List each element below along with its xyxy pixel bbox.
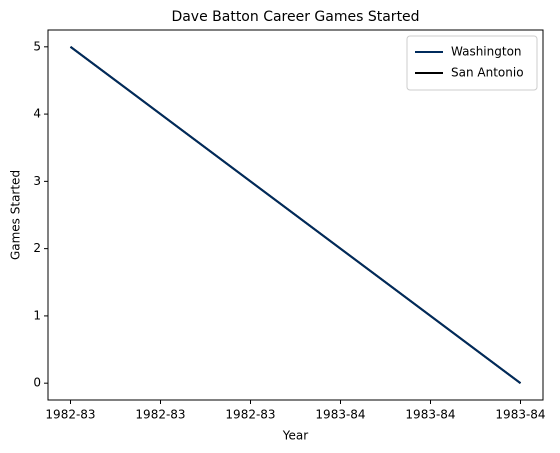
y-tick-label: 2 [33, 241, 41, 255]
legend-label: Washington [451, 45, 522, 59]
chart-title: Dave Batton Career Games Started [171, 9, 419, 25]
y-tick-label: 3 [33, 174, 41, 188]
x-tick-label: 1983-84 [495, 408, 545, 422]
x-tick-label: 1982-83 [45, 408, 95, 422]
x-tick-label: 1982-83 [135, 408, 185, 422]
y-tick-label: 0 [33, 376, 41, 390]
y-tick-label: 1 [33, 308, 41, 322]
legend-box [406, 35, 538, 91]
x-tick-label: 1983-84 [315, 408, 365, 422]
y-axis-label: Games Started [9, 170, 23, 260]
y-tick-label: 4 [33, 107, 41, 121]
y-tick-label: 5 [33, 39, 41, 53]
legend-label: San Antonio [451, 66, 524, 80]
series-line [69, 46, 522, 384]
x-tick-label: 1983-84 [405, 408, 455, 422]
x-axis-label: Year [282, 429, 308, 443]
x-tick-label: 1982-83 [225, 408, 275, 422]
plot-frame [47, 29, 544, 401]
